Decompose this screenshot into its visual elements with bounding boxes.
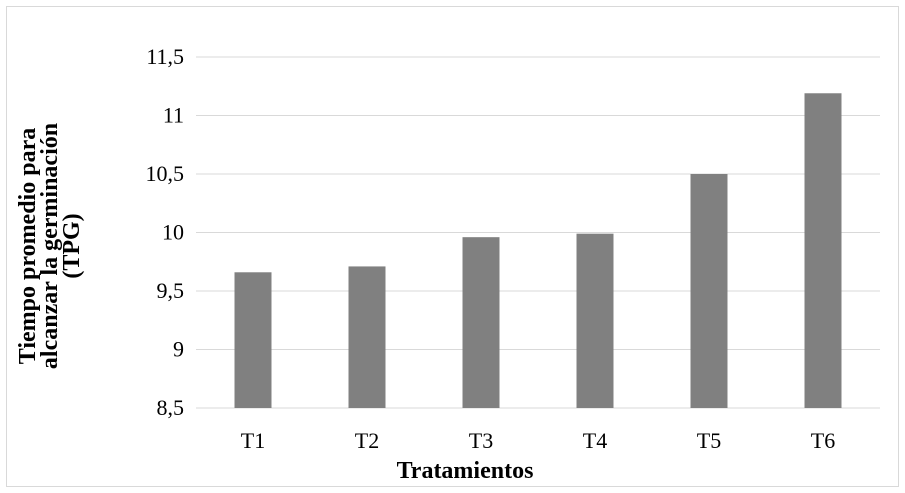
y-axis-title-line: (TPG) [59, 213, 85, 278]
bar-t6 [804, 93, 842, 409]
bar-t5 [690, 174, 728, 408]
x-tick-label: T6 [811, 428, 835, 453]
y-axis-title-line: alcanzar la germinación [37, 123, 63, 369]
x-tick-labels: T1 T2 T3 T4 T5 T6 [241, 428, 835, 453]
y-tick-label: 9 [173, 337, 184, 362]
bar-t4 [576, 233, 614, 408]
bar-t2 [348, 266, 386, 408]
x-tick-label: T1 [241, 428, 265, 453]
bar-t3 [462, 237, 500, 408]
x-tick-label: T4 [583, 428, 607, 453]
y-tick-label: 8,5 [157, 395, 185, 420]
y-axis-title-line: Tiempo promedio para [15, 128, 41, 364]
x-axis-title: Tratamientos [397, 458, 534, 484]
y-tick-label: 9,5 [157, 278, 185, 303]
gridlines [196, 56, 880, 409]
x-tick-label: T5 [697, 428, 721, 453]
bar-t1 [234, 272, 272, 408]
y-tick-label: 11,5 [146, 44, 184, 69]
x-tick-label: T2 [355, 428, 379, 453]
bars [234, 93, 842, 409]
x-tick-label: T3 [469, 428, 493, 453]
chart-frame [6, 6, 899, 487]
y-tick-label: 10,5 [146, 161, 185, 186]
y-tick-labels: 8,5 9 9,5 10 10,5 11 11,5 [146, 44, 185, 420]
y-tick-label: 10 [162, 220, 184, 245]
y-tick-label: 11 [163, 103, 184, 128]
